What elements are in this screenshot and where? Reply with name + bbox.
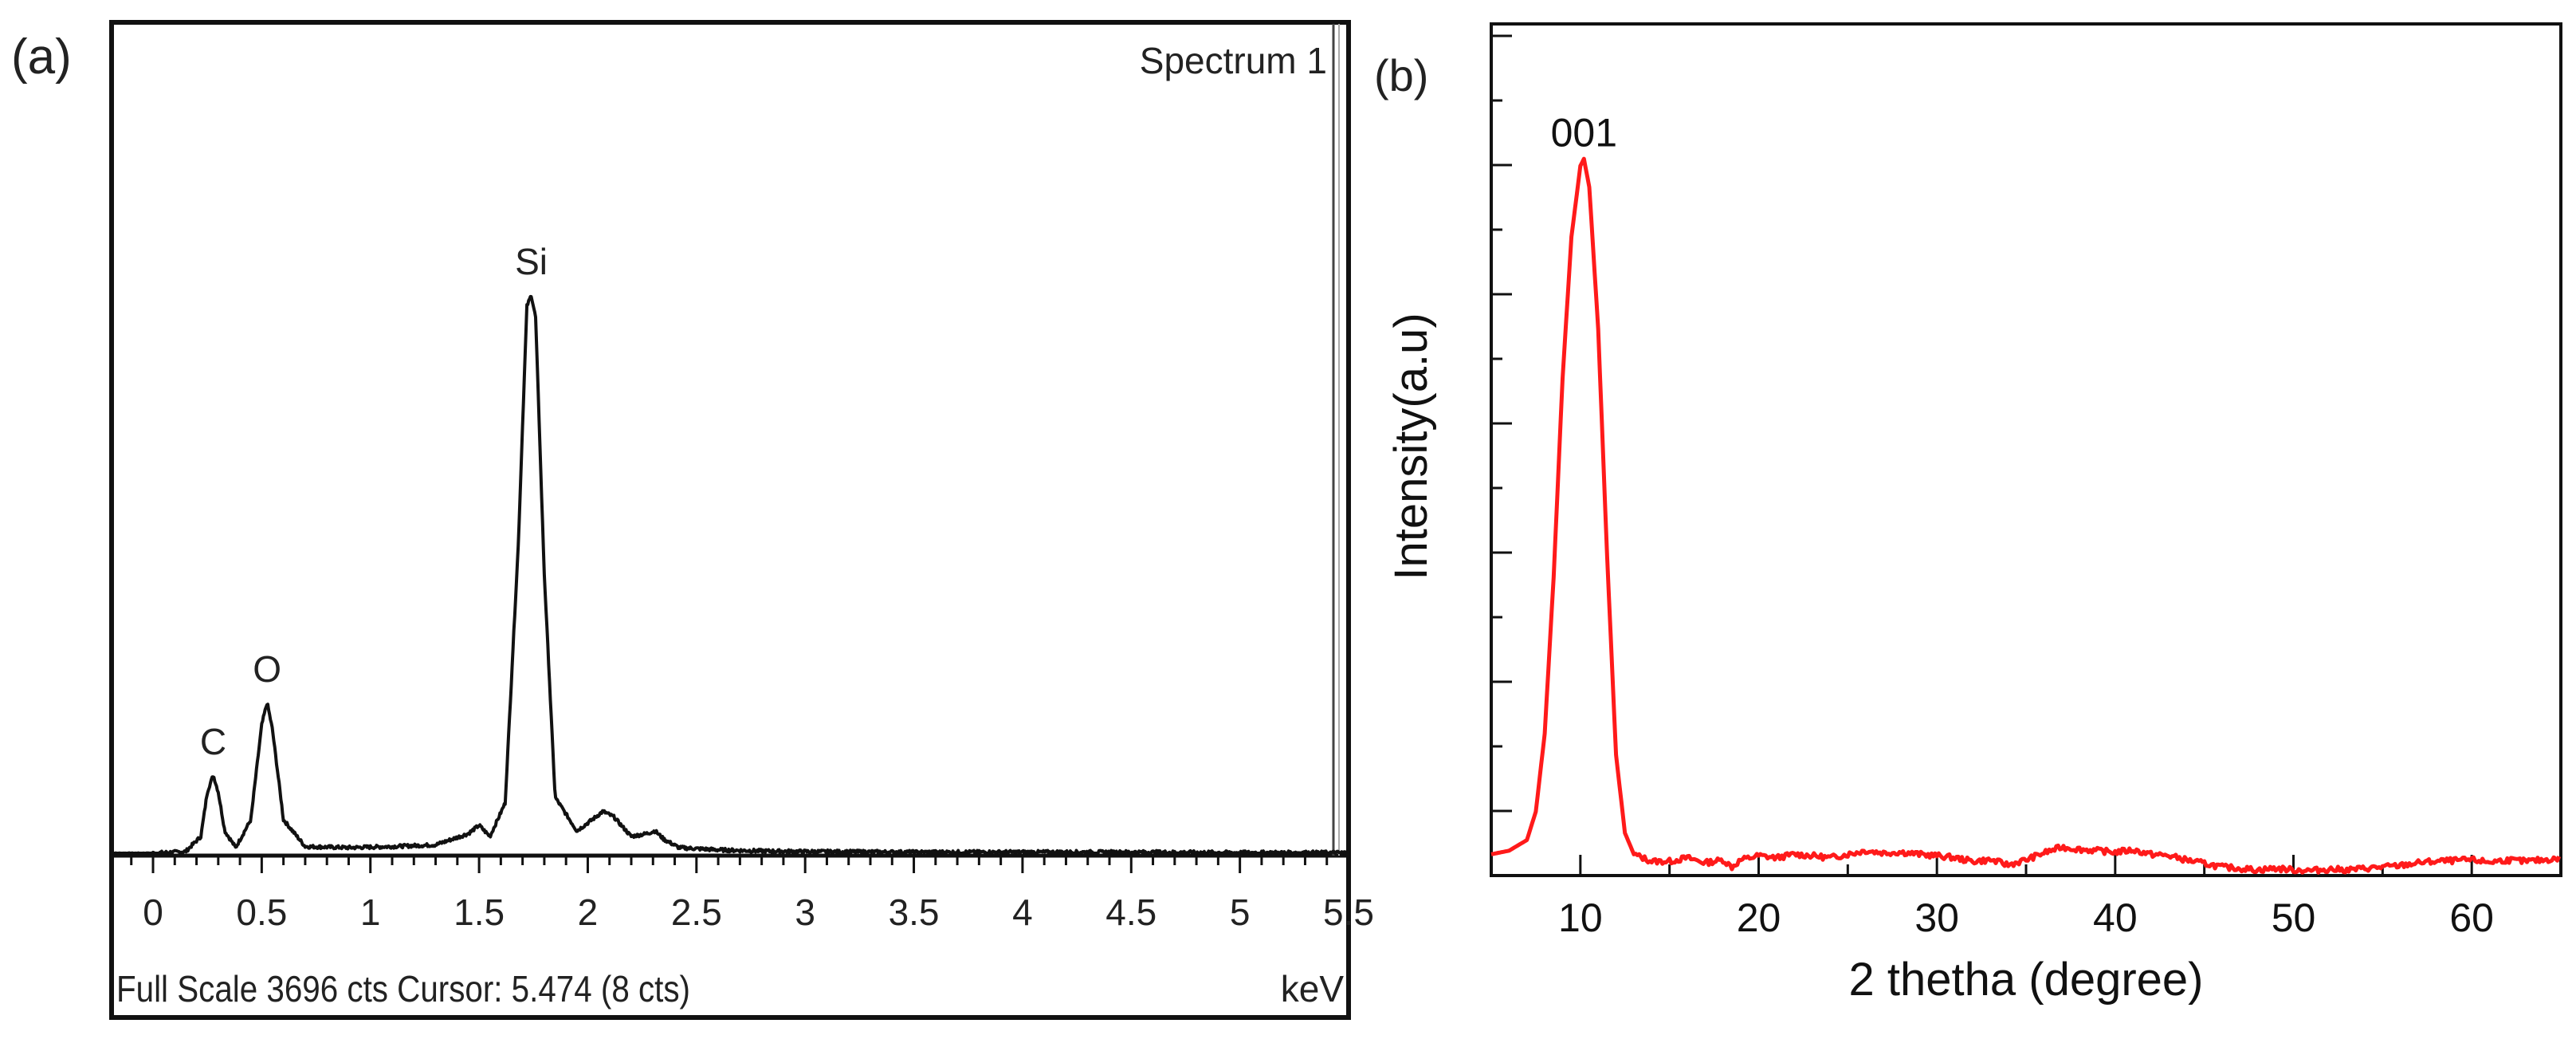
xrd-chart: 10 20 30 40 50 60 001 2 thetha (degree) Inten… <box>1385 22 2562 1006</box>
xrd-tick-label: 40 <box>2093 895 2138 940</box>
eds-x-tick-labels: 0 0.5 1 1.5 2 2.5 3 3.5 4 4.5 5 5.5 <box>143 891 1374 933</box>
eds-tick-label: 1.5 <box>454 891 505 933</box>
xrd-y-ticks <box>1491 34 1512 813</box>
eds-tick-label: 5 <box>1230 891 1251 933</box>
eds-tick-label: 2.5 <box>671 891 722 933</box>
eds-peak-labels: CO Si <box>200 241 548 762</box>
eds-tick-label: 2 <box>578 891 599 933</box>
eds-peak-label: O <box>253 648 281 690</box>
xrd-peak-annotation: 001 <box>1551 111 1617 155</box>
eds-peak-label: C <box>200 721 226 762</box>
xrd-x-ticks <box>1490 855 2562 876</box>
eds-title: Spectrum 1 <box>1140 40 1327 81</box>
eds-tick-label: 1 <box>360 891 381 933</box>
xrd-annotations: 001 <box>1551 111 1617 155</box>
xrd-tick-label: 50 <box>2272 895 2316 940</box>
eds-x-unit: keV <box>1281 968 1345 1010</box>
eds-peak-label: Si <box>515 241 548 282</box>
xrd-y-axis-title: Intensity(a.u) <box>1385 313 1437 580</box>
panel-b-label: (b) <box>1374 50 1428 100</box>
xrd-x-tick-labels: 10 20 30 40 50 60 <box>1558 895 2494 940</box>
eds-spectrum-line <box>112 294 1349 855</box>
eds-tick-label: 3 <box>795 891 815 933</box>
xrd-tick-label: 30 <box>1914 895 1959 940</box>
eds-x-ticks <box>130 856 1350 873</box>
eds-tick-label: 5.5 <box>1323 891 1374 933</box>
eds-chart: Spectrum 1 0 0.5 1 1.5 2 2.5 3 3.5 4 4.5 5 5.5 CO Si… <box>109 20 1374 1020</box>
xrd-frame <box>1490 22 2562 877</box>
eds-footer: Full Scale 3696 cts Cursor: 5.474 (8 cts… <box>116 968 690 1010</box>
xrd-x-axis-title: 2 thetha (degree) <box>1849 954 2204 1006</box>
eds-tick-label: 4.5 <box>1105 891 1156 933</box>
eds-tick-label: 0 <box>143 891 163 933</box>
eds-frame <box>109 20 1351 1020</box>
xrd-tick-label: 10 <box>1558 895 1603 940</box>
xrd-tick-label: 20 <box>1737 895 1781 940</box>
eds-tick-label: 0.5 <box>236 891 287 933</box>
xrd-tick-label: 60 <box>2449 895 2494 940</box>
xrd-pattern-line <box>1490 156 2562 875</box>
eds-tick-label: 3.5 <box>889 891 940 933</box>
eds-tick-label: 4 <box>1012 891 1033 933</box>
panel-a-label: (a) <box>11 30 72 85</box>
